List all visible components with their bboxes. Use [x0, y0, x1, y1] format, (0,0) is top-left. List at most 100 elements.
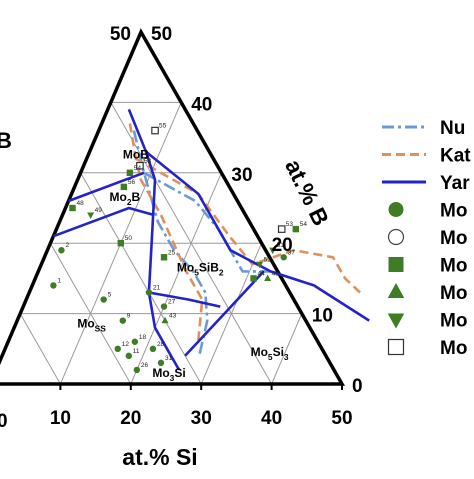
left-tick-fragment: 0 [0, 411, 8, 432]
b-tick-label: 50 [151, 24, 172, 45]
legend-marker-swatch [388, 202, 404, 217]
alloy-point-marker [50, 282, 57, 289]
si-tick-label: 10 [50, 408, 71, 429]
alloy-point-marker [136, 161, 144, 170]
alloy-point-marker [58, 247, 65, 254]
grid-line [110, 102, 273, 385]
alloy-point-marker [126, 169, 134, 176]
alloy-point-label: 48 [77, 200, 85, 207]
legend-entry-label: Mo [440, 201, 467, 222]
alloy-point-label: 25 [168, 249, 176, 256]
left-tick-label: 50 [110, 24, 131, 45]
alloy-point-label: 53 [286, 221, 294, 228]
tick-labels: 102030405001020304050506070 [50, 24, 363, 429]
alloy-point-marker [120, 183, 128, 191]
legend-entry-label: Kat [440, 146, 471, 167]
alloy-point-marker [117, 240, 124, 247]
alloy-point-marker [133, 366, 141, 374]
alloy-point-label: 26 [141, 362, 149, 369]
legend-marker-swatch [387, 338, 405, 356]
alloy-point-label: 49 [95, 207, 103, 214]
alloy-point-label: 55 [159, 123, 167, 130]
phase-labels: MoB Mo2B Mo5SiB2 MoSS Mo5Si3 Mo3Si [77, 148, 289, 383]
boundary-yar [184, 270, 265, 357]
alloy-point-marker [280, 254, 287, 261]
boundary-nu [132, 130, 209, 357]
b-tick-label: 10 [312, 306, 333, 327]
alloy-point-marker [264, 274, 272, 281]
alloy-point-label: 58 [144, 158, 152, 165]
b-tick-label: 20 [272, 235, 293, 256]
alloy-point-marker [100, 296, 107, 303]
triangle-border [0, 28, 346, 386]
alloy-point-label: 27 [168, 299, 176, 306]
grid-line [271, 313, 303, 385]
legend-entry-label: Mo [440, 228, 467, 249]
legend-entry-label: Mo [440, 256, 467, 277]
alloy-point-label: 11 [133, 348, 140, 355]
alloy-point-marker [69, 204, 76, 212]
alloy-point-label: 51 [277, 242, 285, 249]
legend-marker-swatch [387, 313, 405, 329]
phase-boundaries [52, 108, 370, 371]
legend-entry-label: Nu [440, 118, 465, 139]
phase-region-label: Mo2B [110, 190, 141, 207]
b-tick-label: 0 [352, 376, 363, 397]
alloy-point-marker [114, 345, 121, 352]
alloy-point-label: 9 [127, 313, 131, 320]
phase-region-label: MoSS [77, 317, 106, 334]
b-axis-title: at.% B [280, 155, 334, 230]
alloy-point-marker [160, 254, 168, 261]
grid-line [130, 172, 222, 385]
boundary-kat [135, 157, 361, 294]
alloy-point-label: 12 [122, 341, 130, 348]
alloy-point-marker [119, 317, 126, 324]
alloy-point-label: 54 [134, 165, 142, 172]
alloy-point-marker [256, 261, 264, 269]
legend-marker-swatch [388, 257, 404, 272]
legend-marker-swatch [387, 228, 405, 246]
legend: Nu Kat Yar Mo Mo Mo Mo Mo Mo [382, 118, 471, 359]
grid-lines [19, 101, 303, 385]
boundary-yar [127, 108, 181, 371]
alloy-point-label: 43 [169, 313, 177, 320]
alloy-point-marker [292, 225, 299, 233]
b-tick-label: 30 [231, 165, 252, 186]
legend-entry-label: Mo [440, 283, 467, 304]
boundary-yar [52, 206, 155, 238]
phase-region-label: Mo5Si3 [251, 345, 289, 362]
alloy-point-label: 18 [139, 334, 147, 341]
b-tick-label: 40 [191, 94, 212, 115]
boundary-yar [148, 291, 221, 308]
alloy-point-marker [125, 352, 132, 360]
alloy-point-marker [250, 275, 257, 282]
alloy-point-label: 37 [288, 249, 296, 256]
alloy-point-label: 2 [65, 242, 69, 249]
alloy-point-label: 56 [128, 179, 136, 186]
alloy-point-label: 44 [258, 270, 266, 277]
alloy-point-label: 31 [165, 355, 173, 362]
alloy-point-label: 52 [264, 256, 272, 263]
alloy-point-label: 54 [300, 221, 308, 228]
alloy-point-marker [151, 126, 159, 135]
grid-line [19, 313, 61, 385]
phase-region-label: Mo3Si [152, 366, 185, 383]
si-axis-title: at.% Si [122, 444, 197, 470]
legend-marker-swatch [387, 283, 405, 298]
alloy-point-label: 28 [157, 341, 165, 348]
alloy-point-marker [145, 289, 153, 296]
alloy-point-marker [160, 303, 168, 310]
si-tick-label: 40 [261, 408, 282, 429]
grid-line [80, 172, 202, 385]
triangle-frame [0, 28, 346, 386]
alloy-point-marker [131, 338, 139, 345]
legend-entry-label: Yar [440, 173, 470, 194]
alloy-point-marker [149, 345, 157, 352]
boundary-yar [68, 171, 145, 203]
phase-region-label: MoB [123, 148, 149, 162]
alloy-point-label: 45 [272, 270, 280, 277]
si-tick-label: 30 [191, 408, 212, 429]
